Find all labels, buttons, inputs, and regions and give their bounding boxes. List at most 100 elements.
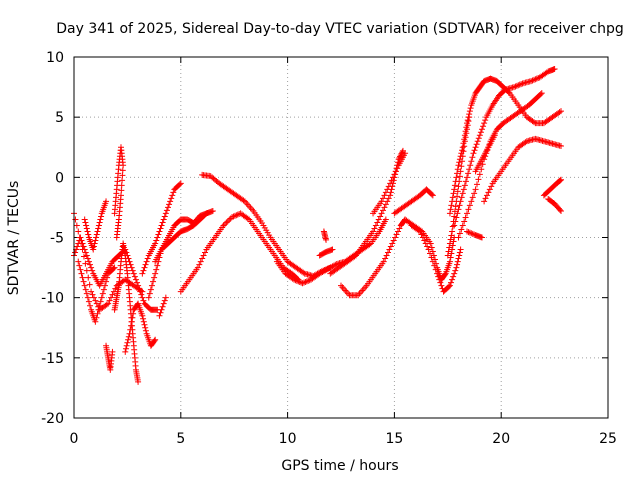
data-point — [231, 212, 238, 219]
data-point — [466, 111, 473, 118]
data-point — [323, 236, 330, 243]
data-point — [465, 170, 472, 177]
data-point — [80, 253, 87, 260]
data-point — [478, 126, 485, 133]
data-point — [451, 222, 458, 229]
tick-labels: 0 5 10 15 20 25 -20 -15 -10 -5 0 5 10 — [41, 50, 617, 447]
data-point — [457, 198, 464, 205]
data-point — [135, 378, 142, 385]
data-point — [556, 109, 563, 116]
data-point — [451, 270, 458, 277]
data-point — [300, 279, 307, 286]
data-point — [429, 258, 436, 265]
data-point — [130, 310, 137, 317]
data-point — [458, 194, 465, 201]
data-point — [459, 222, 466, 229]
data-point — [134, 279, 141, 286]
data-point — [233, 212, 240, 219]
data-point — [143, 258, 150, 265]
series-track-f — [111, 240, 142, 385]
data-point — [454, 261, 461, 268]
data-point — [329, 246, 336, 253]
data-point — [389, 240, 396, 247]
y-tick-label: 10 — [46, 50, 64, 66]
data-point — [428, 244, 435, 251]
data-point — [393, 231, 400, 238]
data-point — [511, 84, 518, 91]
data-point — [418, 231, 425, 238]
data-point — [451, 186, 458, 193]
data-point — [150, 278, 157, 285]
series-track-j — [145, 210, 210, 301]
data-point — [482, 117, 489, 124]
data-point — [77, 266, 84, 273]
data-point — [159, 219, 166, 226]
series-track-p — [316, 246, 336, 259]
data-point — [81, 282, 88, 289]
data-point — [74, 243, 81, 250]
data-point — [97, 298, 104, 305]
data-point — [382, 255, 389, 262]
data-point — [96, 219, 103, 226]
data-point — [458, 163, 465, 170]
data-point — [477, 129, 484, 136]
series-track-ad — [464, 228, 485, 241]
data-point — [162, 210, 169, 217]
data-point — [434, 270, 441, 277]
data-point — [455, 234, 462, 241]
x-tick-label: 5 — [176, 431, 185, 447]
data-point — [399, 149, 406, 156]
data-point — [92, 297, 99, 304]
data-point — [377, 213, 384, 220]
data-point — [481, 120, 488, 127]
data-point — [452, 203, 459, 210]
data-point — [113, 234, 120, 241]
data-point — [380, 195, 387, 202]
data-point — [491, 132, 498, 139]
data-point — [89, 267, 96, 274]
data-point — [140, 297, 147, 304]
data-point — [449, 228, 456, 235]
data-point — [92, 237, 99, 244]
data-point — [163, 207, 170, 214]
series-track-u — [391, 186, 436, 217]
data-point — [515, 82, 522, 89]
data-point — [366, 241, 373, 248]
data-point — [197, 258, 204, 265]
series-track-d — [81, 198, 110, 253]
data-point — [457, 246, 464, 253]
data-point — [485, 189, 492, 196]
data-point — [465, 206, 472, 213]
data-point — [303, 278, 310, 285]
data-point — [449, 198, 456, 205]
data-point — [438, 282, 445, 289]
data-point — [244, 215, 251, 222]
data-point — [82, 219, 89, 226]
series-track-e — [103, 342, 116, 373]
data-point — [144, 255, 151, 262]
data-point — [79, 274, 86, 281]
data-point — [95, 222, 102, 229]
data-point — [381, 192, 388, 199]
data-point — [530, 119, 537, 126]
data-point — [558, 176, 565, 183]
data-point — [466, 108, 473, 115]
data-point — [454, 258, 461, 265]
data-point — [83, 222, 90, 229]
data-point — [454, 188, 461, 195]
data-point — [558, 108, 565, 115]
data-point — [537, 91, 544, 98]
data-point — [154, 234, 161, 241]
series-track-g — [111, 144, 127, 241]
data-point — [378, 210, 385, 217]
data-point — [464, 210, 471, 217]
series-track-q — [320, 228, 330, 243]
data-point — [291, 276, 298, 283]
data-point — [75, 258, 82, 265]
data-point — [90, 243, 97, 250]
series-track-w — [408, 222, 464, 295]
data-point — [293, 277, 300, 284]
data-point — [83, 252, 90, 259]
data-point — [466, 166, 473, 173]
data-point — [446, 244, 453, 251]
